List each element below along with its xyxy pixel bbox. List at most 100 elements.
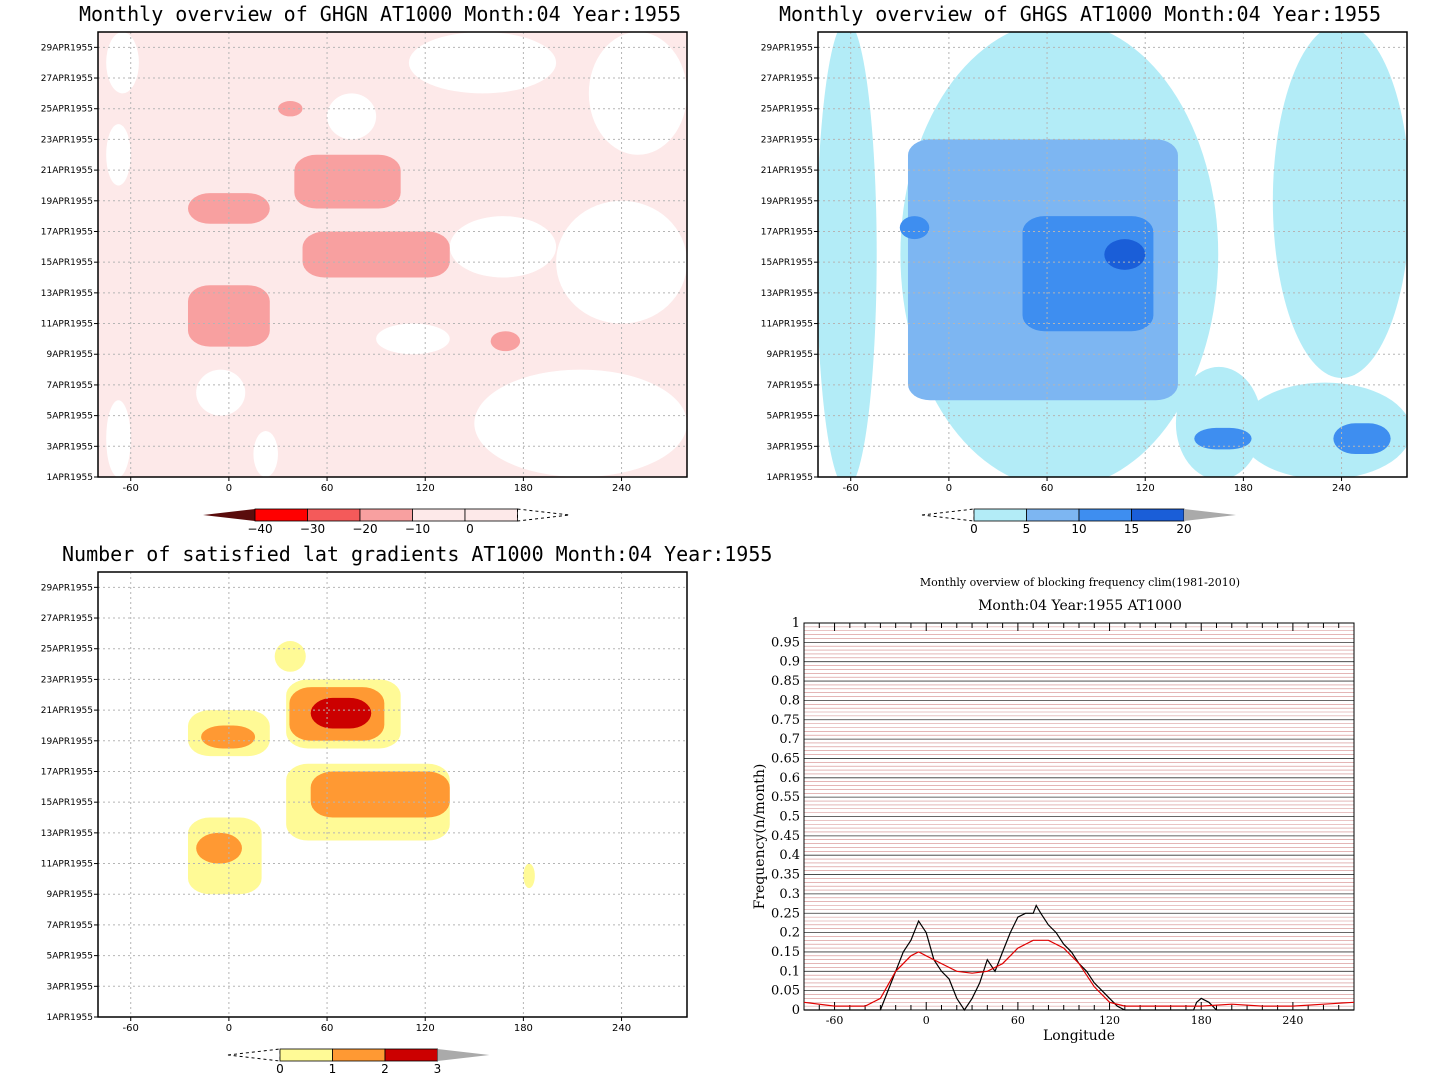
- x-tick-label: 240: [612, 1023, 631, 1034]
- chart-title: Monthly overview of GHGS AT1000 Month:04…: [778, 2, 1382, 26]
- x-tick-label: 120: [1136, 483, 1155, 494]
- y-tick-label: 29APR1955: [761, 43, 813, 53]
- colorbar-segment: [359, 508, 413, 522]
- x-tick-label: -60: [123, 1023, 139, 1034]
- light-field: [1175, 366, 1262, 477]
- y-tick-label: 0: [792, 1003, 800, 1018]
- y-tick-label: 3APR1955: [767, 442, 813, 452]
- y-tick-label: 0.3: [779, 887, 800, 902]
- y-tick-label: 17APR1955: [761, 227, 813, 237]
- contour-region: [1194, 427, 1252, 450]
- colorbar-label: 2: [381, 1062, 389, 1076]
- colorbar-segment: [332, 1048, 386, 1062]
- y-tick-label: 3APR1955: [47, 982, 93, 992]
- y-tick-label: 0.4: [779, 848, 800, 863]
- colorbar-segment: [384, 1048, 438, 1062]
- y-tick-label: 21APR1955: [761, 166, 813, 176]
- contour-region: [294, 154, 401, 209]
- colorbar-segment: [1026, 508, 1080, 522]
- white-gap: [196, 369, 246, 416]
- contour-region: [310, 697, 372, 729]
- chart-title: Number of satisfied lat gradients AT1000…: [62, 542, 773, 566]
- x-tick-label: 120: [1099, 1014, 1120, 1027]
- colorbar-label: 10: [1071, 522, 1086, 536]
- plot-frame: [817, 31, 1408, 478]
- colorbar-segment: [464, 508, 518, 522]
- white-gap: [106, 124, 131, 186]
- white-gap: [449, 216, 557, 278]
- y-tick-label: 0.05: [771, 984, 800, 999]
- y-tick-label: 0.5: [779, 810, 800, 825]
- y-tick-label: 25APR1955: [41, 645, 93, 655]
- colorbar-label: −20: [352, 522, 377, 536]
- y-tick-label: 5APR1955: [767, 412, 813, 422]
- x-tick-label: 120: [416, 483, 435, 494]
- chart-subtitle: Month:04 Year:1955 AT1000: [978, 598, 1182, 614]
- x-tick-label: 60: [321, 1023, 334, 1034]
- chart-title: Monthly overview of GHGN AT1000 Month:04…: [78, 2, 682, 26]
- y-tick-label: 15APR1955: [761, 258, 813, 268]
- y-tick-label: 0.55: [771, 790, 800, 805]
- x-tick-label: -60: [826, 1014, 844, 1027]
- chart-title: Monthly overview of blocking frequency c…: [919, 576, 1241, 589]
- y-tick-label: 1APR1955: [47, 1013, 93, 1023]
- gradients-plot: 1APR1955 3APR1955 5APR1955 7APR1955 9APR1955…: [41, 571, 688, 1076]
- colorbar-arrow-right: [1184, 509, 1236, 521]
- contour-region: [310, 771, 450, 818]
- light-field: [1272, 32, 1407, 378]
- panel-blocking: Monthly overview of blocking frequency c…: [720, 540, 1440, 1091]
- series-line-black: [804, 904, 1354, 1012]
- colorbar-arrow-left: [921, 508, 975, 522]
- x-tick-label: 180: [1191, 1014, 1212, 1027]
- y-tick-label: 0.65: [771, 751, 800, 766]
- y-tick-label: 0.6: [779, 771, 800, 786]
- colorbar-label: 15: [1124, 522, 1139, 536]
- plot-frame: [97, 571, 688, 1018]
- contour-region: [196, 832, 242, 864]
- y-tick-label: 9APR1955: [767, 350, 813, 360]
- x-tick-label: 180: [1234, 483, 1253, 494]
- colorbar-arrow-left: [203, 509, 255, 521]
- y-tick-label: 7APR1955: [767, 381, 813, 391]
- ghgs-plot: 1APR1955 3APR1955 5APR1955 7APR1955 9APR1955…: [761, 31, 1408, 536]
- x-tick-label: 120: [416, 1023, 435, 1034]
- x-tick-label: 0: [923, 1014, 930, 1027]
- colorbar-arrow-left: [227, 1048, 281, 1062]
- y-tick-label: 23APR1955: [41, 675, 93, 685]
- y-tick-label: 13APR1955: [761, 289, 813, 299]
- colorbar-label: 3: [434, 1062, 442, 1076]
- x-tick-label: 240: [1282, 1014, 1303, 1027]
- y-tick-label: 19APR1955: [41, 197, 93, 207]
- x-tick-label: 180: [514, 483, 533, 494]
- white-gap: [474, 369, 687, 477]
- y-tick-label: 0.15: [771, 945, 800, 960]
- white-gap: [588, 32, 687, 155]
- y-tick-label: 0.9: [779, 655, 800, 670]
- y-tick-label: 0.2: [779, 926, 800, 941]
- contour-region: [899, 216, 930, 240]
- y-tick-label: 15APR1955: [41, 798, 93, 808]
- colorbar-segment: [279, 1048, 333, 1062]
- y-tick-label: 27APR1955: [761, 74, 813, 84]
- contour-region: [1104, 239, 1146, 270]
- contour-region: [490, 331, 521, 352]
- panel-gradients: Number of satisfied lat gradients AT1000…: [0, 540, 773, 1091]
- y-tick-label: 0.25: [771, 906, 800, 921]
- colorbar-label: −40: [247, 522, 272, 536]
- y-tick-label: 17APR1955: [41, 767, 93, 777]
- x-tick-label: 0: [226, 483, 232, 494]
- x-tick-label: -60: [843, 483, 859, 494]
- y-tick-label: 0.7: [779, 732, 800, 747]
- y-tick-label: 17APR1955: [41, 227, 93, 237]
- y-tick-label: 9APR1955: [47, 350, 93, 360]
- y-tick-label: 0.75: [771, 713, 800, 728]
- x-tick-label: 60: [1041, 483, 1054, 494]
- y-tick-label: 25APR1955: [41, 105, 93, 115]
- y-tick-label: 11APR1955: [761, 320, 813, 330]
- y-tick-label: 1: [792, 616, 800, 631]
- white-gap: [327, 93, 377, 140]
- colorbar-label: 0: [276, 1062, 284, 1076]
- panel-ghgs: Monthly overview of GHGS AT1000 Month:04…: [720, 0, 1440, 545]
- y-tick-label: 1APR1955: [47, 473, 93, 483]
- x-tick-label: 240: [612, 483, 631, 494]
